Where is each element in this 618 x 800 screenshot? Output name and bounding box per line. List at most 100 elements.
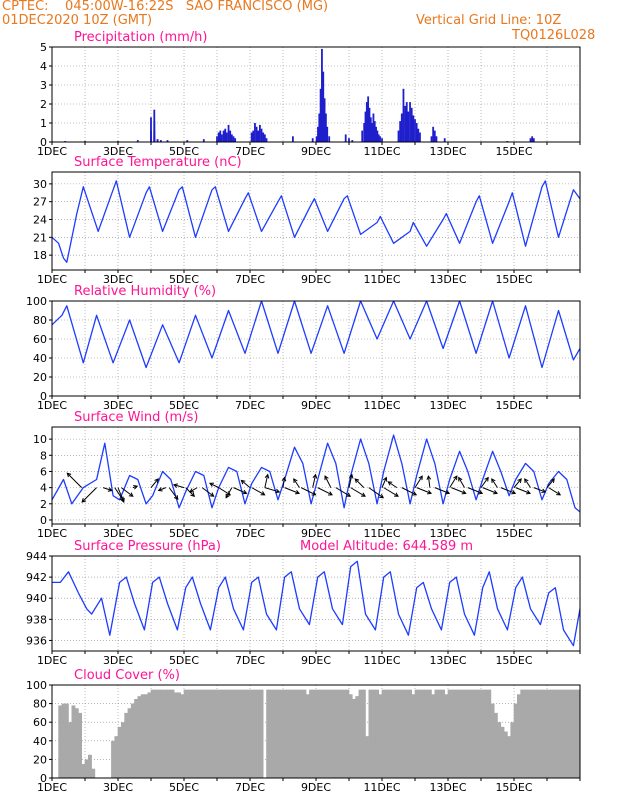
cloud-cover-bar [434,689,439,778]
cloud-cover-bar [68,722,73,778]
wind-vector [241,480,251,489]
cloud-cover-bar [229,689,234,778]
precipitation-bar [232,136,235,142]
precipitation-ytick-label: 5 [40,41,47,54]
wind-vector-head [418,475,423,481]
cloud-cover-bar [520,689,525,778]
wind-vector [387,481,398,489]
cloud-cover-bar [566,689,571,778]
wind-ytick-label: 4 [40,482,47,495]
wind-vector [117,487,125,503]
wind-vector [102,487,112,491]
wind-vector [66,472,83,488]
pressure-xtick-label: 3DEC [103,654,133,667]
cloud-cover-bar [154,689,158,778]
humidity-ytick-label: 20 [33,371,47,384]
header-grid-line: Vertical Grid Line: 10Z [416,13,562,28]
wind-xtick-label: 13DEC [429,527,466,540]
wind-vector-head [426,475,432,481]
cloud-cover-bar [543,689,548,778]
wind-vector-head [240,479,246,485]
precipitation-bar [404,105,406,142]
pressure-xtick-label: 13DEC [429,654,466,667]
temperature-ytick-label: 30 [33,178,47,191]
wind-vector [282,477,285,488]
precipitation-bar [365,102,368,142]
precipitation-bar [379,136,381,142]
wind-vector [368,487,384,499]
precipitation-bar [217,132,220,142]
wind-vector-head [311,491,317,496]
humidity-frame [51,300,581,397]
cloud-cover-bar [289,689,294,778]
humidity-xtick-label: 15DEC [495,399,532,412]
wind-vector [513,478,522,488]
cloud-cover-bar [480,689,485,778]
precipitation-xtick-label: 1DEC [37,145,67,158]
cloud-cover-bar [431,694,436,778]
cloud-cover-bar [348,694,353,778]
temperature-xtick-label: 3DEC [103,273,133,286]
cloud-cover-bar [137,696,142,778]
cloud-cover-bar [332,689,337,778]
precipitation-bar [315,136,318,142]
wind-line [51,434,581,513]
precipitation-bar [414,119,416,142]
wind-vector [251,487,265,496]
cloud-cover-bar [477,689,482,778]
cloud-cover-bar [134,698,139,778]
wind-vector [121,487,134,497]
cloud-cover-bar [200,689,205,778]
precipitation-bar [372,113,375,142]
precipitation-bar [397,130,400,142]
cloud-cover-bar [414,689,419,778]
cloud-cover-bar [147,692,152,778]
cloud-cover-bar [408,689,412,778]
wind-vector [427,476,431,488]
precipitation-bar [361,130,364,142]
wind-vector [158,487,167,491]
precipitation-bar [202,139,205,142]
cloud-cover-bar [457,689,462,778]
cloud-cover-bar [305,694,310,778]
cloud-cover-bar [223,689,228,778]
precipitation-bar [257,130,260,142]
precipitation-bar [363,123,366,142]
wind-vector [401,487,417,496]
precipitation-bar [351,140,354,142]
cloud-cover-bar [127,708,132,778]
wind-ytick-label: 8 [40,449,47,462]
precipitation-bar [376,130,379,142]
cloud-cover-bar [371,689,376,778]
wind-vector-head [157,487,163,492]
cloud-cover-bar [503,731,508,778]
cloud-cover-bar [239,689,244,778]
precipitation-bar [531,136,534,142]
wind-vector [451,487,466,494]
precipitation-bar [255,126,258,142]
wind-vector [300,487,316,496]
cloud-cover-bar [530,689,535,778]
precipitation-bar [227,124,230,142]
cloud-cover-bar [533,689,538,778]
wind-vector [491,478,498,488]
cloud-cover-bar [490,703,495,778]
wind-vector [482,487,498,494]
cloud-cover-bar [556,689,561,778]
cloud-cover-bar [388,689,393,778]
precipitation-bar [369,117,372,142]
cloud-cover-title: Cloud Cover (%) [74,668,180,683]
temperature-xtick-label: 13DEC [429,273,466,286]
precipitation-bar [344,134,347,142]
wind-vector-head [346,492,352,497]
cloud-cover-bar [160,689,165,778]
wind-vector-head [295,489,301,495]
cloud-cover-bar [464,689,469,778]
cloud-cover-bar [114,736,119,778]
cloud-cover-bar [163,689,168,778]
wind-vector [264,474,269,488]
precipitation-bar [415,123,418,142]
precipitation-bar [325,113,327,142]
cloud-cover-bar [345,689,350,778]
precipitation-bar [433,130,436,142]
